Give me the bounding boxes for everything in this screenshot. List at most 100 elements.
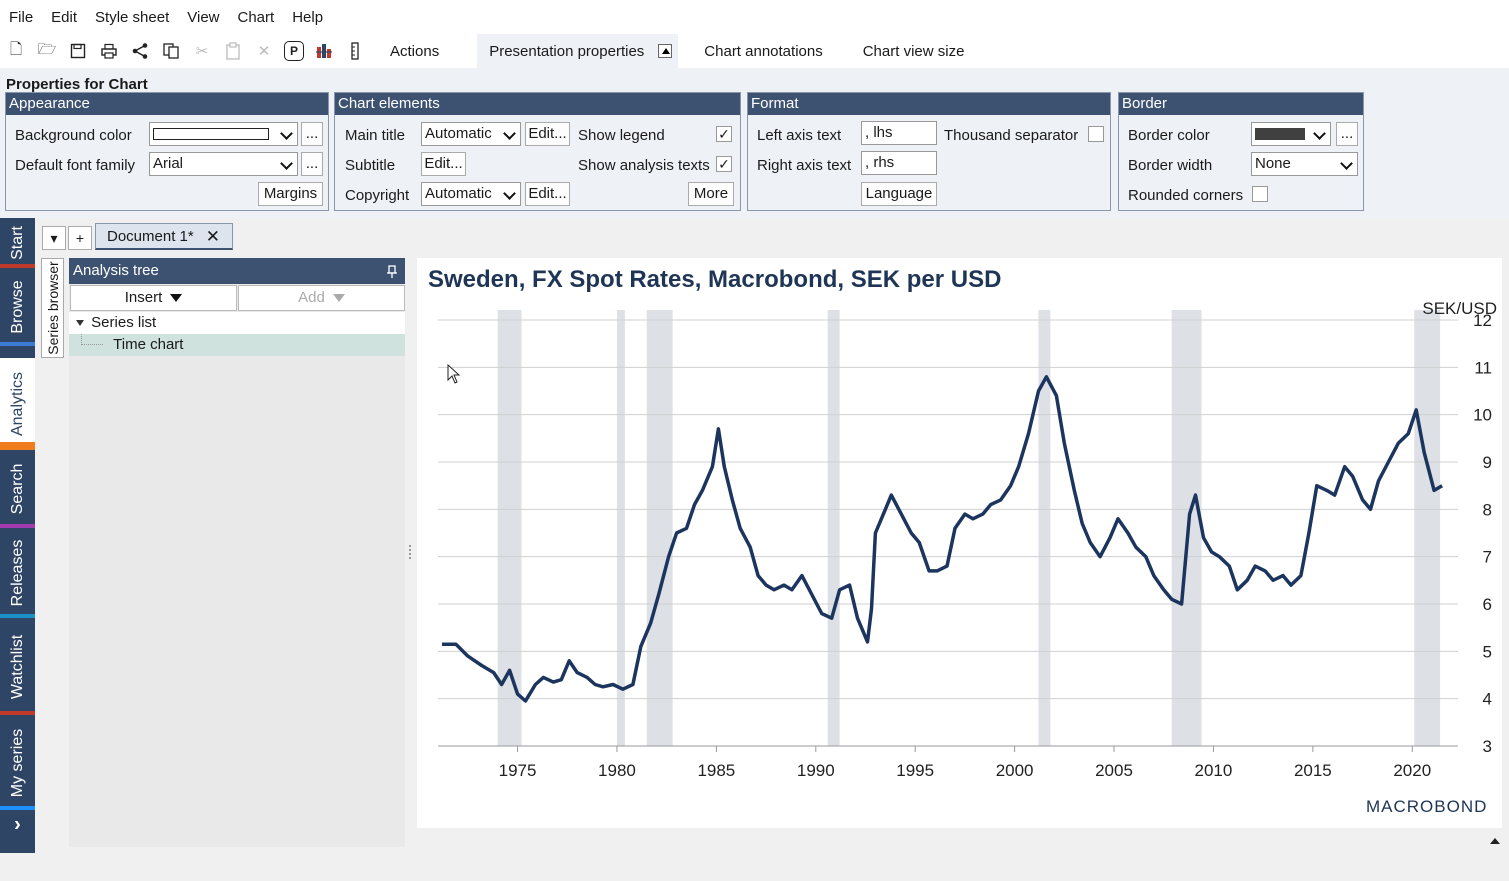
thousand-separator-label: Thousand separator — [944, 127, 1079, 144]
font-family-dropdown[interactable]: Arial — [149, 152, 298, 176]
presentation-mode-icon[interactable]: P — [284, 41, 304, 61]
macrobond-logo: MACROBOND — [1366, 797, 1487, 816]
sidebar-item-watchlist[interactable]: Watchlist — [0, 618, 35, 715]
thousand-separator-checkbox[interactable] — [1088, 126, 1104, 142]
document-tab-bar: ▾ + Document 1* ✕ — [35, 218, 1509, 254]
tab-chart-view-size[interactable]: Chart view size — [862, 42, 965, 60]
sidebar-item-analytics-accent — [0, 442, 35, 450]
menu-chart[interactable]: Chart — [237, 8, 275, 26]
sidebar-item-my-series-accent — [0, 806, 35, 810]
properties-title: Properties for Chart — [6, 76, 148, 93]
sidebar-item-analytics[interactable]: Analytics — [0, 358, 35, 450]
border-width-dropdown[interactable]: None — [1251, 152, 1358, 176]
pin-icon[interactable] — [387, 262, 397, 288]
more-button[interactable]: More — [688, 182, 734, 206]
chart-title: Sweden, FX Spot Rates, Macrobond, SEK pe… — [428, 266, 1002, 293]
x-tick-label: 2020 — [1393, 761, 1431, 780]
document-dropdown-button[interactable]: ▾ — [42, 226, 66, 250]
sidebar-item-browse-accent — [0, 342, 35, 346]
cut-icon[interactable]: ✂ — [195, 43, 209, 60]
copyright-dropdown[interactable]: Automatic — [421, 182, 521, 206]
menu-style-sheet[interactable]: Style sheet — [95, 8, 170, 26]
toolbar: 🗋 🗁 ✂ ✕ P Actions Presentation propertie… — [0, 34, 1509, 68]
copyright-edit-button[interactable]: Edit... — [525, 182, 570, 206]
sidebar-expand-button[interactable]: › — [0, 810, 35, 840]
document-tab[interactable]: Document 1* ✕ — [95, 223, 233, 250]
sidebar-item-watchlist-label: Watchlist — [8, 634, 26, 699]
main-title-dropdown[interactable]: Automatic — [421, 122, 521, 146]
status-bar — [0, 853, 1509, 881]
y-tick-label: 8 — [1483, 500, 1492, 519]
y-tick-label: 12 — [1473, 311, 1492, 330]
caret-down-icon — [170, 294, 183, 303]
paste-icon[interactable] — [222, 40, 244, 62]
menu-edit[interactable]: Edit — [51, 8, 78, 26]
background-color-more-button[interactable]: ... — [301, 122, 323, 146]
left-axis-text-input[interactable]: , lhs — [861, 121, 937, 145]
tab-chart-annotations[interactable]: Chart annotations — [704, 42, 823, 60]
copyright-label: Copyright — [345, 187, 410, 204]
left-axis-text-label: Left axis text — [757, 127, 842, 144]
x-tick-label: 1980 — [598, 761, 636, 780]
show-analysis-texts-checkbox[interactable]: ✓ — [716, 156, 732, 172]
insert-button[interactable]: Insert — [70, 285, 237, 311]
save-icon[interactable] — [67, 40, 89, 62]
tab-actions[interactable]: Actions — [390, 42, 440, 60]
sidebar-item-browse[interactable]: Browse — [0, 268, 35, 346]
sidebar-item-start[interactable]: Start — [0, 218, 35, 268]
add-document-button[interactable]: + — [68, 226, 92, 250]
sidebar-item-releases-accent — [0, 614, 35, 618]
add-button[interactable]: Add — [238, 285, 405, 311]
menu-view[interactable]: View — [187, 8, 220, 26]
border-color-label: Border color — [1128, 127, 1210, 144]
show-legend-label: Show legend — [578, 127, 665, 144]
sidebar-item-releases[interactable]: Releases — [0, 528, 35, 618]
tree-item-series-list[interactable]: Series list — [69, 312, 405, 334]
series-line — [442, 375, 1443, 703]
border-color-more-button[interactable]: ... — [1336, 122, 1358, 146]
language-button[interactable]: Language — [861, 182, 937, 206]
sidebar-item-watchlist-accent — [0, 711, 35, 715]
border-heading: Border — [1119, 93, 1363, 115]
tab-presentation-properties-label: Presentation properties — [489, 42, 645, 60]
rounded-corners-checkbox[interactable] — [1252, 186, 1268, 202]
border-color-dropdown[interactable] — [1251, 122, 1331, 146]
copy-icon[interactable] — [160, 40, 182, 62]
chart-svg: 3 4 5 6 7 8 9 10 11 12 1975 1980 1985 1990 1995 2000 20… — [438, 299, 1497, 816]
sidebar-item-search[interactable]: Search — [0, 450, 35, 528]
tab-presentation-properties[interactable]: Presentation properties — [477, 34, 679, 68]
close-icon[interactable]: ✕ — [205, 227, 220, 246]
show-legend-checkbox[interactable]: ✓ — [716, 126, 732, 142]
ruler-icon[interactable] — [344, 40, 366, 62]
scroll-up-icon[interactable] — [1488, 834, 1502, 848]
delete-icon[interactable]: ✕ — [257, 43, 271, 60]
show-analysis-texts-label: Show analysis texts — [578, 157, 710, 174]
subtitle-edit-button[interactable]: Edit... — [421, 152, 466, 176]
splitter-grip[interactable] — [409, 545, 412, 559]
series-browser-tab[interactable]: Series browser — [41, 258, 64, 358]
collapse-ribbon-icon[interactable] — [658, 44, 673, 58]
tree-item-time-chart[interactable]: Time chart — [69, 334, 405, 356]
menu-help[interactable]: Help — [292, 8, 324, 26]
background-color-dropdown[interactable] — [149, 122, 298, 146]
right-axis-text-input[interactable]: , rhs — [861, 151, 937, 175]
main-title-edit-button[interactable]: Edit... — [525, 122, 570, 146]
print-icon[interactable] — [98, 40, 120, 62]
logo-text: MACROBOND — [1366, 797, 1487, 816]
background-color-label: Background color — [15, 127, 132, 144]
margins-button[interactable]: Margins — [258, 182, 323, 206]
font-family-more-button[interactable]: ... — [301, 152, 323, 176]
share-icon[interactable] — [129, 40, 151, 62]
menu-file[interactable]: File — [9, 8, 34, 26]
add-button-label: Add — [298, 289, 325, 306]
new-document-icon[interactable]: 🗋 — [9, 40, 23, 58]
format-group: Format Left axis text , lhs Right axis t… — [747, 92, 1111, 211]
expand-triangle-icon[interactable] — [76, 320, 84, 327]
analysis-tree-header: Analysis tree — [69, 258, 405, 284]
recession-band — [646, 310, 673, 746]
menu-bar: File Edit Style sheet View Chart Help — [0, 0, 1509, 34]
open-folder-icon[interactable]: 🗁 — [37, 40, 57, 58]
border-color-swatch — [1255, 128, 1305, 141]
sidebar-item-my-series[interactable]: My series — [0, 715, 35, 810]
bar-chart-icon[interactable] — [313, 40, 335, 62]
